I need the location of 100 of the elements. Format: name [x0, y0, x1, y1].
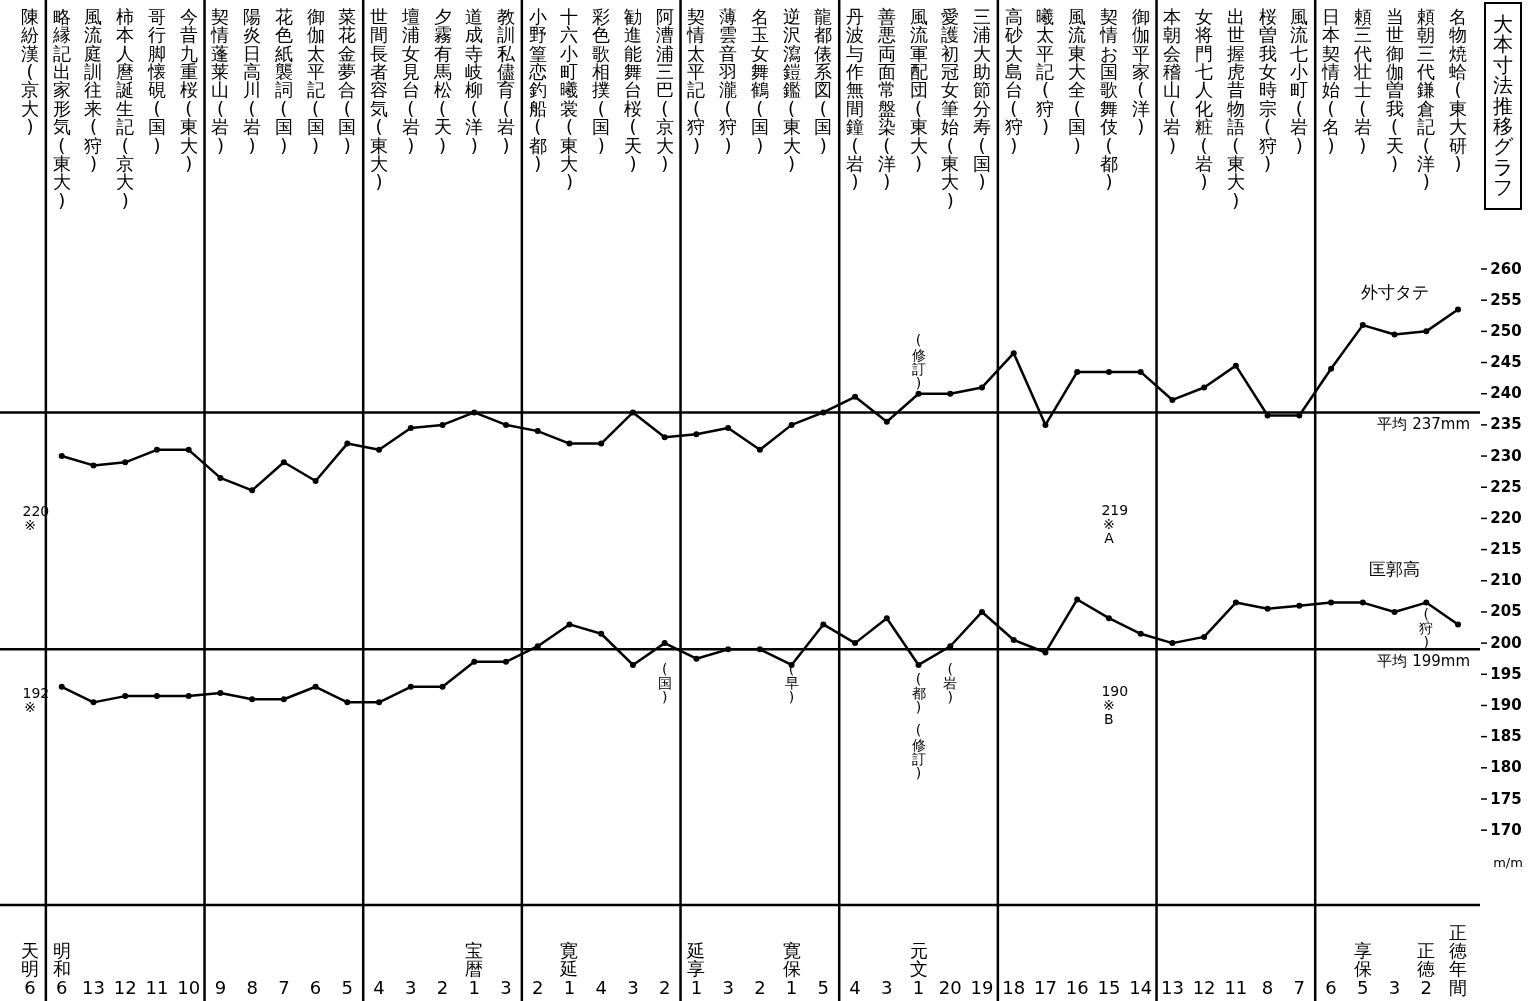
- text: 寛保1: [782, 939, 802, 998]
- point: [58, 453, 65, 460]
- point: [471, 409, 478, 416]
- point: [820, 621, 827, 628]
- point: [1328, 599, 1335, 606]
- category-label: 逆沢瀉鎧鑑(東大): [782, 6, 801, 174]
- point: [503, 421, 509, 428]
- category-label: 当世御伽曽我(天): [1385, 6, 1404, 174]
- point: [534, 428, 541, 435]
- text: 3: [405, 977, 417, 998]
- point: [1423, 599, 1430, 606]
- point: [629, 409, 636, 416]
- x-tick-label: 夕霧有馬松(天): [433, 6, 453, 156]
- category-label: 小野篁恋釣船(都): [528, 6, 547, 174]
- y-tick-label: 195: [1490, 664, 1522, 683]
- point: [1074, 368, 1081, 375]
- point: [249, 696, 256, 703]
- point: [90, 462, 97, 469]
- point: [629, 661, 636, 668]
- point: [1105, 615, 1112, 622]
- point: [503, 658, 509, 665]
- text: 5: [341, 977, 354, 998]
- point: [947, 390, 954, 397]
- point: [788, 421, 795, 428]
- x-tick-label: 契情蓬莱山(岩): [210, 6, 230, 156]
- point: [661, 434, 668, 441]
- point: [598, 440, 605, 447]
- point: [1264, 605, 1271, 612]
- point: [1359, 599, 1366, 606]
- ref-line-label: 平均 237mm: [1377, 415, 1470, 434]
- point: [566, 621, 573, 628]
- point: [90, 699, 97, 706]
- text: 3: [722, 977, 734, 998]
- y-tick-label: 185: [1490, 727, 1522, 746]
- text: 8: [246, 977, 258, 998]
- point: [1105, 368, 1112, 375]
- point: [693, 655, 700, 662]
- point: [376, 446, 383, 453]
- x-tick-label: 名玉女舞鶴(国): [750, 6, 770, 156]
- point: [376, 699, 383, 706]
- annotation: 190※B: [1101, 682, 1129, 728]
- annotation: (都): [911, 670, 927, 716]
- point: [1169, 396, 1176, 403]
- point: [598, 630, 605, 637]
- text: 2: [658, 977, 671, 998]
- point: [1137, 368, 1144, 375]
- annotation: (修訂): [911, 722, 927, 782]
- text: 4: [849, 977, 861, 998]
- point: [1264, 412, 1271, 419]
- point: [756, 446, 763, 453]
- point: [1201, 633, 1208, 640]
- text: 3: [627, 977, 639, 998]
- y-tick-label: 190: [1490, 695, 1522, 714]
- point: [1391, 331, 1398, 338]
- point: [883, 615, 890, 622]
- point: [249, 487, 256, 494]
- point: [1010, 637, 1017, 643]
- point: [312, 683, 319, 690]
- point: [439, 421, 446, 428]
- text: 20: [938, 977, 962, 998]
- point: [1232, 362, 1239, 369]
- category-label: 三浦大助節分寿(国): [973, 6, 991, 193]
- x-tick-label: 頼三代壮士(岩): [1353, 6, 1373, 156]
- point: [852, 640, 859, 647]
- point: [693, 431, 700, 438]
- text: 11: [1224, 977, 1248, 998]
- y-axis-title: m/m: [1493, 854, 1523, 870]
- y-tick-label: 225: [1490, 477, 1522, 496]
- x-tick-label: 龍都俵系図(国): [813, 6, 833, 156]
- y-tick-label: 210: [1490, 571, 1522, 590]
- text: 15: [1097, 977, 1121, 998]
- category-label: 女将門七人化粧(岩): [1195, 6, 1214, 193]
- x-tick-label: 陳紛漢(京大): [20, 6, 40, 138]
- point: [153, 693, 160, 700]
- point: [979, 608, 985, 615]
- x-tick-label: 高砂大島台(狩): [1004, 6, 1024, 156]
- y-tick-label: 170: [1490, 820, 1522, 839]
- y-tick-label: 220: [1490, 508, 1522, 527]
- point: [1455, 621, 1461, 628]
- y-tick-label: 235: [1490, 415, 1522, 434]
- text: 享保: [1353, 939, 1372, 980]
- text: 5: [817, 977, 830, 998]
- point: [1232, 599, 1239, 606]
- text: 14: [1129, 977, 1153, 998]
- point: [1137, 630, 1144, 637]
- text: 12: [1192, 977, 1216, 998]
- point: [407, 425, 414, 431]
- x-tick-label: 本朝会稽山(岩): [1162, 6, 1182, 156]
- y-tick-label: 250: [1490, 321, 1522, 340]
- y-tick-label: 230: [1490, 446, 1522, 465]
- text: 元文1: [909, 939, 929, 998]
- category-label: 世間長者容気(東大): [370, 6, 389, 193]
- category-label: 出世握虎昔物語(東大): [1226, 6, 1245, 211]
- x-tick-label: 彩色歌相撲(国): [591, 6, 611, 156]
- annotation: (狩): [1418, 605, 1434, 651]
- point: [1296, 602, 1303, 609]
- category-label: 愛護初冠女筆始(東大): [941, 6, 960, 211]
- category-label: 勧進能舞台桜(天): [623, 6, 642, 174]
- point: [312, 478, 319, 484]
- x-tick-label: 教訓私儘育(岩): [496, 6, 516, 156]
